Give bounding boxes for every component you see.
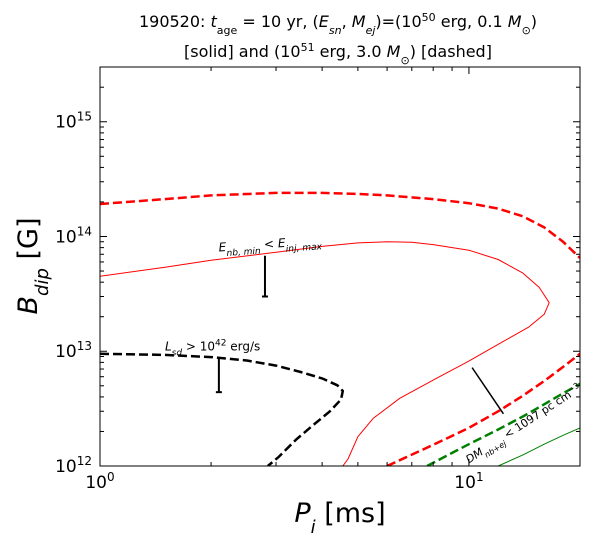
x-axis-label: Pi [ms] [294,498,385,538]
annotation-1: Enb, min < Einj, max [218,233,323,259]
series-line-4 [426,382,580,466]
annotation-text-layer: Enb, min < Einj, max Lsd > 1042 erg/s DMnb… [165,233,586,469]
annotation-3: DMnb+ej < 1097 pc cm−3 [463,381,586,469]
error-bar-1 [261,255,268,298]
y-axis-label: Bdip [G] [13,218,53,315]
series-line-2 [100,191,580,259]
y-tick-label: 1013 [55,339,92,362]
tick-labels-layer: 100 101 1012 1013 1014 1015 [55,110,484,493]
ticks-layer [99,66,581,467]
plot-frame [99,66,581,467]
series-line-6 [100,352,345,466]
series-layer [100,191,580,466]
chart-title-line2: [solid] and (1051 erg, 3.0 M⊙) [dashed] [184,41,492,67]
x-tick-label: 101 [454,470,483,493]
constraint-marker-line [471,367,505,415]
series-line-5 [497,427,580,466]
chart-title-line1: 190520: tage = 10 yr, (Esn, Mej)=(1050 e… [139,11,537,37]
y-tick-label: 1014 [55,224,92,247]
annotation-marks-layer [215,255,505,415]
error-bar-2 [215,357,222,394]
series-line-1 [100,241,550,466]
x-tick-label: 100 [85,470,114,493]
series-line-3 [386,352,580,466]
y-tick-label: 1012 [55,454,92,477]
annotation-2: Lsd > 1042 erg/s [165,338,260,358]
y-tick-label: 1015 [55,110,92,133]
